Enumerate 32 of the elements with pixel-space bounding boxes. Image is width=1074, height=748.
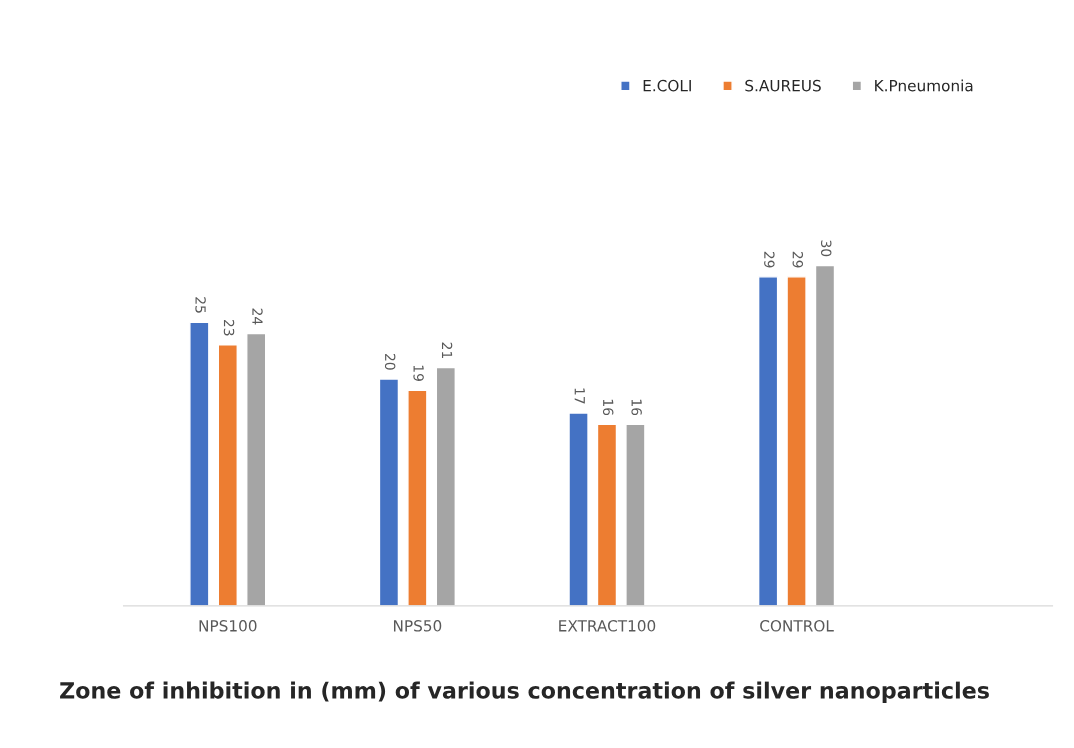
bar <box>407 389 428 606</box>
bar <box>757 276 779 606</box>
data-label: 16 <box>631 399 642 416</box>
data-label: 29 <box>764 251 775 268</box>
bar <box>246 332 267 606</box>
legend-label: S.AUREUS <box>745 79 821 92</box>
text: Zone of inhibition in (mm) of various concentration of silver nanoparticles <box>60 681 989 704</box>
data-label: 24 <box>252 308 263 325</box>
data-label: 30 <box>820 240 832 257</box>
x-tick-label: NPS100 <box>199 620 257 632</box>
data-label: 16 <box>602 399 614 416</box>
data-label: 20 <box>384 353 396 370</box>
legend-label: K.Pneumonia <box>875 79 973 92</box>
x-tick-label: NPS50 <box>393 620 442 632</box>
data-label: 23 <box>223 319 235 336</box>
bar <box>625 423 646 606</box>
data-label: 21 <box>441 342 453 358</box>
bar <box>814 264 836 606</box>
data-label: 29 <box>792 251 804 268</box>
data-label: 19 <box>413 365 424 381</box>
bar <box>568 412 589 606</box>
bar <box>378 378 400 606</box>
bar <box>596 423 618 606</box>
bar <box>189 321 210 606</box>
bar <box>217 344 238 606</box>
data-label: 17 <box>574 388 585 404</box>
bar <box>435 366 456 606</box>
x-tick-label: EXTRACT100 <box>559 620 656 632</box>
bar <box>786 276 807 606</box>
data-label: 25 <box>195 297 206 313</box>
legend-label: E.COLI <box>643 79 691 92</box>
x-tick-label: CONTROL <box>760 620 834 632</box>
